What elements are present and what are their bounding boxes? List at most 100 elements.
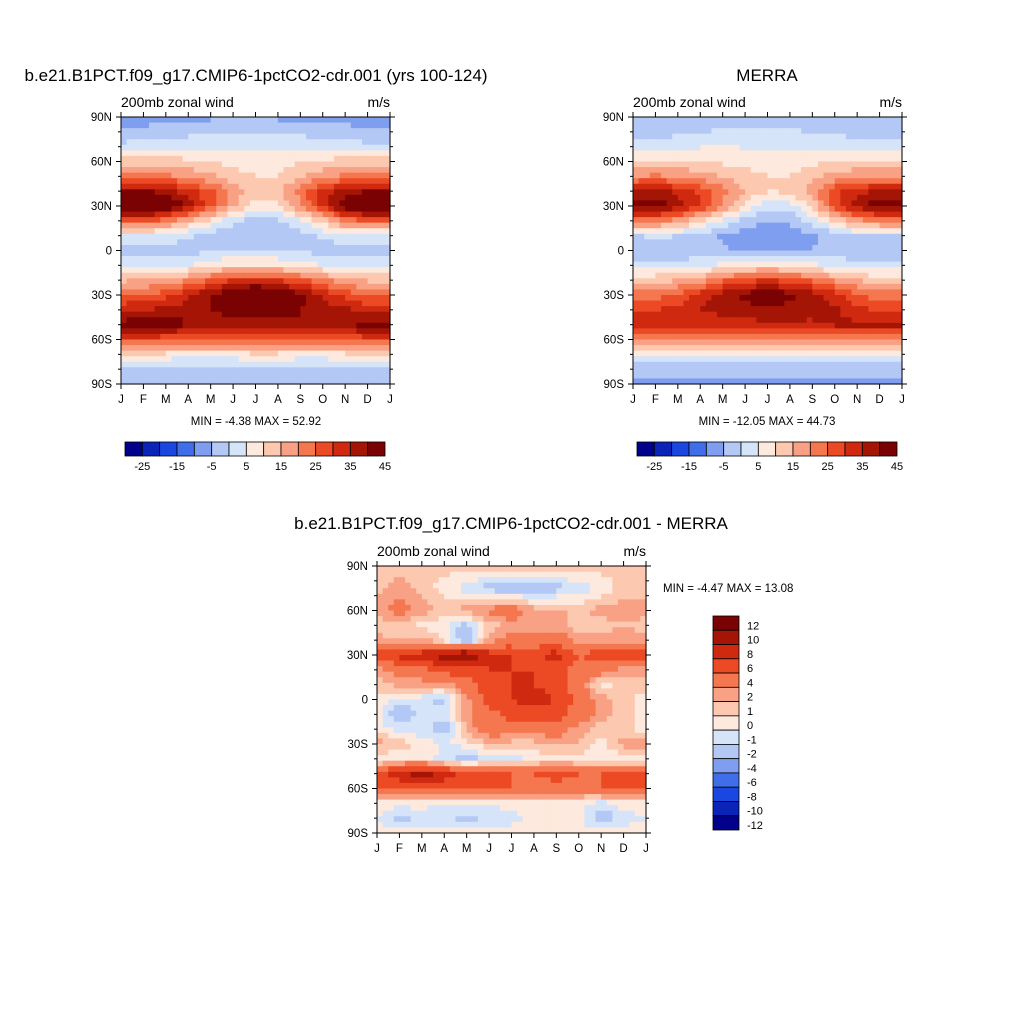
contour-cell bbox=[137, 122, 145, 129]
contour-cell bbox=[350, 306, 357, 313]
contour-cell bbox=[677, 233, 685, 240]
contour-cell bbox=[165, 278, 173, 285]
contour-cell bbox=[193, 372, 201, 380]
contour-cell bbox=[677, 172, 685, 179]
contour-cell bbox=[700, 272, 707, 279]
contour-cell bbox=[356, 350, 363, 357]
contour-cell bbox=[126, 222, 133, 229]
contour-cell bbox=[655, 172, 662, 179]
contour-cell bbox=[255, 155, 262, 163]
contour-cell bbox=[767, 200, 774, 207]
contour-cell bbox=[633, 217, 640, 224]
contour-cell bbox=[373, 161, 380, 168]
contour-cell bbox=[333, 139, 341, 146]
contour-cell bbox=[317, 139, 324, 146]
contour-cell bbox=[300, 272, 307, 279]
contour-cell bbox=[289, 306, 296, 313]
contour-cell bbox=[862, 378, 869, 385]
contour-cell bbox=[728, 128, 735, 135]
contour-cell bbox=[806, 261, 813, 268]
contour-cell bbox=[711, 328, 718, 335]
contour-cell bbox=[361, 361, 369, 368]
contour-cell bbox=[890, 222, 897, 229]
contour-cell bbox=[873, 372, 881, 380]
contour-cell bbox=[143, 339, 150, 346]
contour-cell bbox=[677, 356, 685, 363]
contour-cell bbox=[795, 122, 802, 129]
contour-cell bbox=[165, 333, 173, 341]
contour-cell bbox=[356, 378, 363, 385]
contour-cell bbox=[666, 261, 673, 268]
colorbar-swatch bbox=[349, 441, 369, 457]
contour-cell bbox=[879, 372, 886, 380]
contour-cell bbox=[311, 322, 318, 329]
contour-cell bbox=[356, 244, 363, 252]
contour-cell bbox=[182, 345, 189, 352]
contour-cell bbox=[132, 117, 139, 124]
contour-cell bbox=[188, 133, 195, 140]
contour-cell bbox=[801, 328, 808, 335]
contour-cell bbox=[834, 328, 841, 335]
contour-cell bbox=[745, 356, 752, 363]
contour-cell bbox=[795, 167, 802, 174]
contour-cell bbox=[317, 333, 324, 341]
contour-cell bbox=[778, 378, 785, 385]
contour-cell bbox=[377, 577, 384, 584]
contour-cell bbox=[199, 189, 206, 196]
contour-cell bbox=[350, 211, 357, 218]
contour-cell bbox=[700, 278, 707, 285]
contour-cell bbox=[694, 233, 701, 240]
contour-cell bbox=[868, 133, 875, 140]
contour-cell bbox=[801, 250, 808, 257]
contour-cell bbox=[261, 256, 268, 263]
contour-cell bbox=[745, 244, 752, 252]
contour-cell bbox=[817, 183, 825, 190]
contour-cell bbox=[784, 283, 791, 291]
contour-cell bbox=[137, 283, 145, 291]
contour-cell bbox=[444, 566, 451, 573]
contour-cell bbox=[317, 244, 324, 252]
contour-cell bbox=[689, 311, 696, 318]
contour-cell bbox=[373, 139, 380, 146]
contour-cell bbox=[132, 322, 139, 329]
contour-cell bbox=[840, 272, 847, 279]
contour-cell bbox=[711, 189, 718, 196]
contour-cell bbox=[283, 122, 290, 129]
contour-cell bbox=[177, 311, 184, 318]
contour-cell bbox=[728, 283, 735, 291]
contour-cell bbox=[121, 283, 128, 291]
contour-cell bbox=[778, 306, 785, 313]
contour-cell bbox=[333, 300, 341, 307]
contour-cell bbox=[795, 339, 802, 346]
contour-cell bbox=[722, 117, 729, 124]
contour-cell bbox=[644, 172, 651, 179]
contour-cell bbox=[522, 566, 529, 573]
contour-cell bbox=[638, 356, 645, 363]
contour-cell bbox=[862, 261, 869, 268]
contour-cell bbox=[661, 261, 668, 268]
contour-cell bbox=[885, 194, 892, 202]
contour-cell bbox=[896, 372, 903, 380]
contour-cell bbox=[868, 122, 875, 129]
contour-cell bbox=[649, 222, 657, 229]
contour-cell bbox=[750, 189, 757, 196]
contour-cell bbox=[795, 189, 802, 196]
contour-cell bbox=[857, 378, 864, 385]
contour-cell bbox=[339, 122, 346, 129]
contour-cell bbox=[700, 295, 707, 302]
contour-cell bbox=[677, 206, 685, 213]
contour-cell bbox=[433, 566, 440, 573]
contour-cell bbox=[361, 122, 369, 129]
contour-cell bbox=[812, 283, 819, 291]
contour-cell bbox=[862, 128, 869, 135]
contour-cell bbox=[745, 367, 752, 374]
contour-cell bbox=[177, 345, 184, 352]
contour-cell bbox=[649, 161, 657, 168]
contour-cell bbox=[283, 139, 290, 146]
contour-cell bbox=[717, 244, 724, 252]
contour-cell bbox=[289, 367, 296, 374]
contour-cell bbox=[121, 172, 128, 179]
contour-cell bbox=[773, 244, 780, 252]
contour-cell bbox=[143, 200, 150, 207]
contour-cell bbox=[339, 295, 346, 302]
